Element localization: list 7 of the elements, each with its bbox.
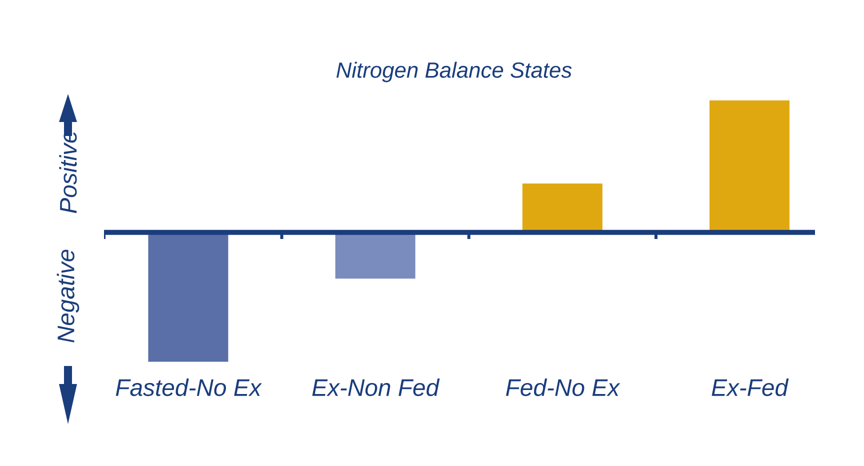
text: Positive <box>59 131 77 214</box>
x-tick-label: Fed-No Ex <box>506 378 620 396</box>
chart-title: Nitrogen Balance States <box>336 62 572 82</box>
x-tick-label: Ex-Non Fed <box>312 378 440 396</box>
x-tick-label: Ex-Fed <box>712 378 789 396</box>
x-tick-label: Fasted-No Ex <box>116 378 262 396</box>
text: Negative <box>56 250 80 342</box>
